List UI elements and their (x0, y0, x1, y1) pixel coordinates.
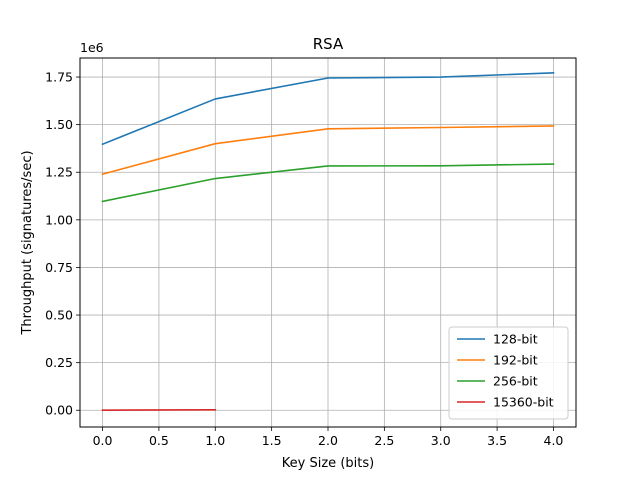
y-tick-label: 0.25 (45, 355, 73, 370)
series-line-256-bit (101, 163, 555, 203)
chart-title: RSA (313, 35, 344, 53)
x-tick-label: 4.0 (544, 433, 564, 448)
x-tick-label: 2.0 (318, 433, 338, 448)
x-tick-label: 2.5 (374, 433, 394, 448)
x-tick-label: 3.5 (487, 433, 507, 448)
x-axis-label: Key Size (bits) (282, 456, 374, 471)
series-lines (101, 72, 555, 411)
y-tick-label: 1.50 (45, 117, 73, 132)
legend-label-192-bit: 192-bit (493, 353, 538, 368)
x-tick-label: 0.0 (93, 433, 113, 448)
y-tick-label: 1.00 (45, 212, 73, 227)
y-offset-text: 1e6 (80, 40, 104, 55)
series-line-192-bit (101, 125, 555, 176)
x-tick-label: 3.0 (431, 433, 451, 448)
series-line-128-bit (101, 72, 555, 146)
y-tick-label: 0.50 (45, 308, 73, 323)
y-axis-label: Throughput (signatures/sec) (20, 150, 35, 335)
y-tick-label: 0.75 (45, 260, 73, 275)
x-tick-label: 0.5 (149, 433, 169, 448)
legend-label-15360-bit: 15360-bit (493, 395, 554, 410)
y-tick-label: 1.75 (45, 70, 73, 85)
x-tick-label: 1.5 (262, 433, 282, 448)
legend-label-256-bit: 256-bit (493, 374, 538, 389)
axis-ticks: 0.0 0.5 1.0 1.5 2.0 2.5 3.0 3.5 4.0 0.00 0.25 0.50 0… (45, 70, 563, 448)
x-tick-label: 1.0 (205, 433, 225, 448)
legend: 128-bit 192-bit 256-bit 15360-bit (448, 326, 569, 420)
y-tick-label: 1.25 (45, 165, 73, 180)
legend-box (448, 326, 569, 420)
y-tick-label: 0.00 (45, 403, 73, 418)
legend-label-128-bit: 128-bit (493, 332, 538, 347)
